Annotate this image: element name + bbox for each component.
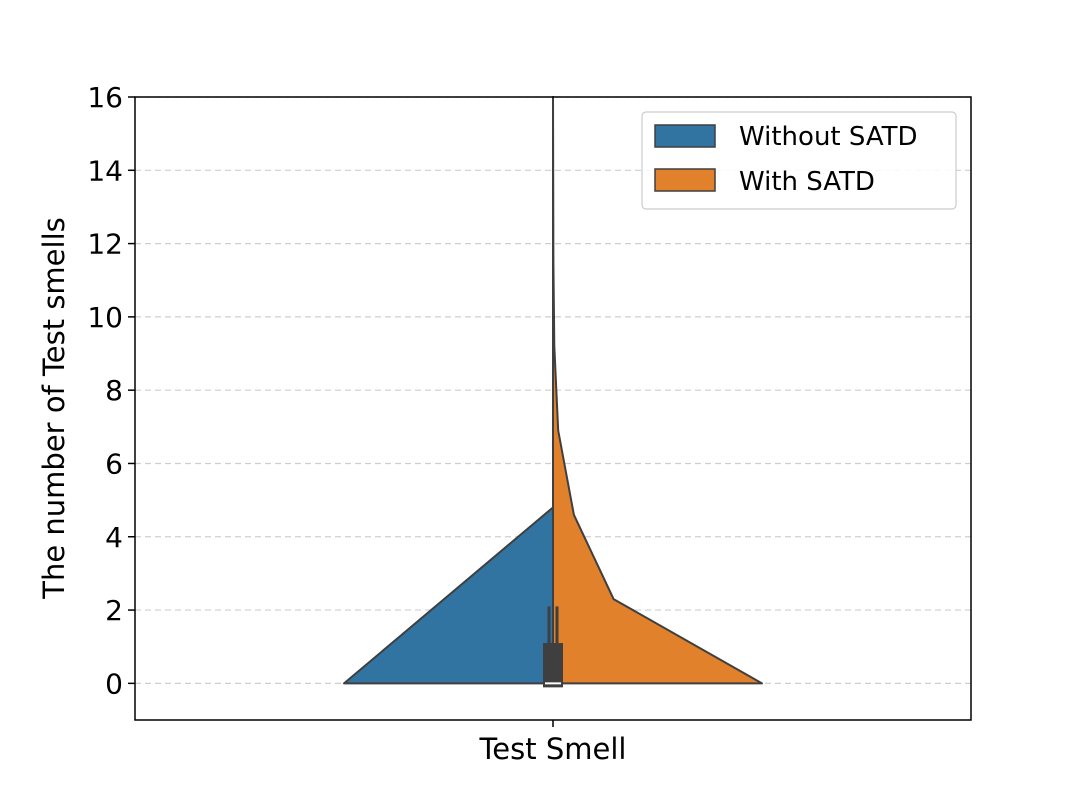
legend: Without SATD With SATD bbox=[641, 111, 957, 210]
y-axis-ticks: 0 2 4 6 8 10 12 14 16 bbox=[87, 81, 135, 700]
legend-swatch-without-satd bbox=[654, 124, 716, 148]
inner-box-plot bbox=[543, 606, 563, 688]
y-tick-label: 16 bbox=[87, 81, 123, 114]
y-tick-label: 8 bbox=[105, 374, 123, 407]
legend-frame bbox=[641, 111, 957, 210]
y-axis-label: The number of Test smells bbox=[37, 217, 71, 599]
y-tick-label: 2 bbox=[105, 594, 123, 627]
legend-label-without-satd: Without SATD bbox=[739, 122, 918, 152]
violin-plot bbox=[343, 96, 763, 685]
y-tick-label: 4 bbox=[105, 521, 123, 554]
y-tick-label: 6 bbox=[105, 447, 123, 480]
y-tick-label: 0 bbox=[105, 667, 123, 700]
violin-half-with-satd bbox=[552, 96, 763, 685]
iqr-box bbox=[543, 643, 563, 688]
y-tick-label: 14 bbox=[87, 154, 123, 187]
legend-swatch-with-satd bbox=[654, 168, 716, 192]
y-tick-label: 10 bbox=[87, 301, 123, 334]
legend-label-with-satd: With SATD bbox=[739, 167, 875, 197]
x-axis-label: Test Smell bbox=[479, 732, 627, 766]
y-tick-label: 12 bbox=[87, 228, 123, 261]
